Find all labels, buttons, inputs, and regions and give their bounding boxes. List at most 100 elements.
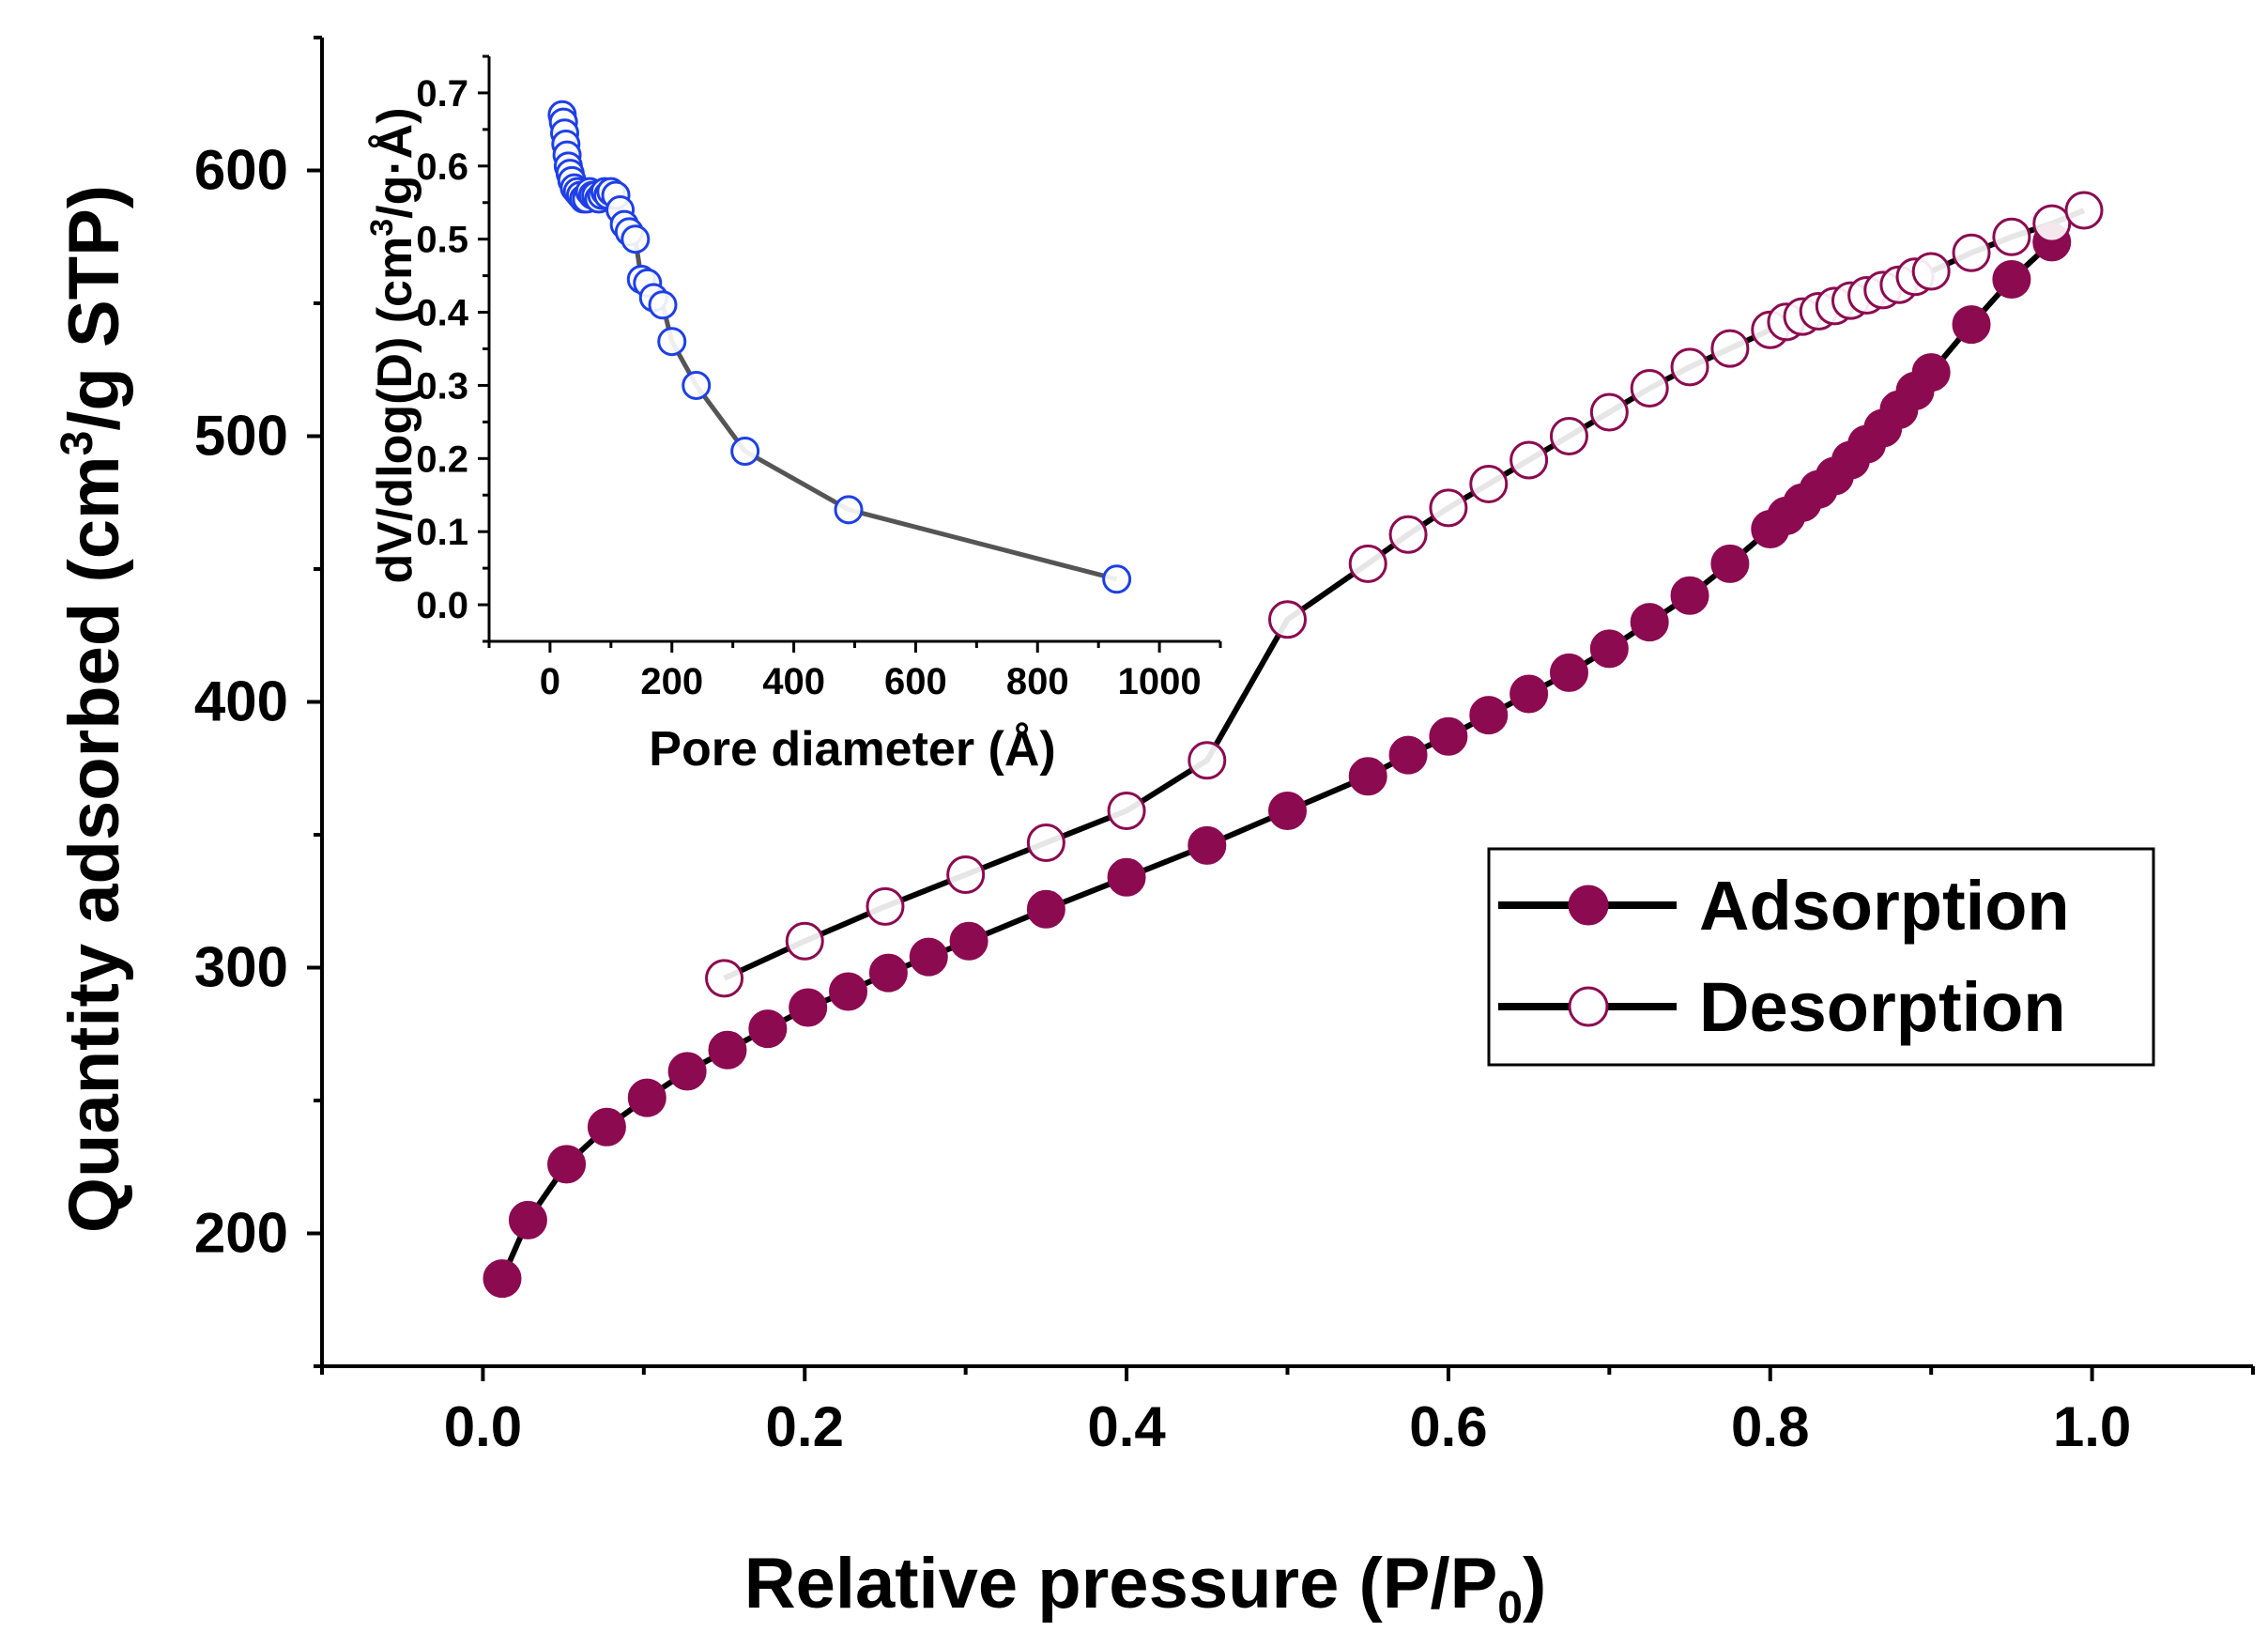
main-point-desorption: [946, 854, 986, 894]
main-point-adsorption: [627, 1078, 667, 1117]
main-y-ticks: 200 300 400 500 600: [194, 36, 322, 1368]
legend-label-adsorption: Adsorption: [1699, 867, 2070, 945]
main-point-desorption: [1992, 217, 2031, 256]
main-point-desorption: [2032, 204, 2072, 243]
inset-y-tick-label: 0.4: [416, 293, 468, 334]
inset-point-pore-size: [657, 327, 687, 357]
main-point-desorption: [1509, 440, 1549, 480]
main-point-adsorption: [1429, 716, 1468, 756]
main-x-tick-label: 0.8: [1731, 1395, 1809, 1458]
main-y-tick-label: 600: [194, 139, 288, 202]
main-point-adsorption: [829, 972, 868, 1011]
legend-marker-desorption: [1568, 986, 1609, 1027]
main-point-adsorption: [1549, 653, 1588, 692]
main-x-tick-label: 1.0: [2053, 1395, 2131, 1458]
legend-label-desorption: Desorption: [1699, 968, 2066, 1046]
main-point-adsorption: [1268, 792, 1307, 831]
main-point-desorption: [1710, 329, 1750, 368]
main-point-desorption: [866, 886, 905, 926]
main-x-ticks: 0.0 0.2 0.4 0.6 0.8 1.0: [320, 1366, 2255, 1458]
inset-x-tick-label: 600: [884, 661, 947, 702]
main-series-markers: [483, 191, 2104, 1299]
main-point-desorption: [1952, 233, 1991, 272]
inset-y-tick-label: 0.0: [416, 585, 468, 626]
main-point-desorption: [1107, 792, 1146, 831]
inset-y-tick-label: 0.7: [416, 73, 468, 115]
main-point-adsorption: [1188, 825, 1227, 865]
inset-y-axis-title: dV/dlog(D) (cm3/g·Å): [364, 107, 422, 583]
main-x-tick-label: 0.2: [766, 1395, 844, 1458]
main-point-adsorption: [483, 1259, 522, 1299]
inset-point-pore-size: [621, 224, 651, 254]
inset-point-pore-size: [834, 495, 864, 525]
main-point-desorption: [1670, 347, 1709, 387]
main-point-adsorption: [1107, 857, 1146, 897]
inset-plot: 0 200 400 600 800 1000 0.00.10.20.30.40.50.60…: [364, 54, 1222, 777]
main-point-adsorption: [1992, 260, 2031, 300]
inset-x-tick-label: 800: [1006, 661, 1069, 702]
inset-y-tick-label: 0.3: [416, 365, 468, 407]
inset-point-pore-size: [730, 437, 760, 467]
main-x-axis-title: Relative pressure (P/P0): [744, 1544, 1547, 1633]
main-point-desorption: [1549, 417, 1588, 455]
main-point-desorption: [1429, 488, 1468, 528]
main-x-tick-label: 0.6: [1409, 1395, 1487, 1458]
main-point-desorption: [2064, 191, 2104, 230]
main-point-desorption: [1911, 252, 1951, 291]
main-point-desorption: [1268, 600, 1307, 639]
inset-y-axis-title-main: dV/dlog(D) (cm: [368, 237, 422, 584]
main-point-adsorption: [1911, 353, 1951, 393]
inset-y-tick-label: 0.2: [416, 439, 468, 480]
inset-y-axis-title-sup: 3: [364, 219, 400, 237]
main-point-desorption: [785, 921, 824, 961]
main-point-desorption: [1589, 393, 1629, 432]
main-x-axis-title-end: ): [1523, 1544, 1546, 1624]
main-x-axis-title-main: Relative pressure (P/P: [744, 1544, 1498, 1624]
main-x-axis-title-sub: 0: [1497, 1583, 1523, 1633]
main-point-desorption: [1469, 464, 1509, 503]
inset-y-axis-title-end: /g·Å): [368, 107, 422, 218]
main-point-desorption: [1630, 369, 1669, 408]
main-y-axis-title-main: Quantity adsorbed (cm: [54, 455, 134, 1233]
main-x-tick-label: 0.0: [444, 1395, 522, 1458]
main-point-adsorption: [508, 1200, 547, 1239]
main-y-axis-title-sup: 3: [53, 431, 102, 456]
inset-x-tick-label: 0: [540, 661, 560, 702]
main-point-adsorption: [1952, 305, 1991, 345]
inset-y-tick-label: 0.6: [416, 146, 468, 188]
main-x-tick-label: 0.4: [1087, 1395, 1166, 1458]
main-point-desorption: [1026, 823, 1065, 862]
inset-point-pore-size: [1102, 564, 1132, 594]
inset-point-pore-size: [682, 370, 712, 400]
main-point-adsorption: [789, 988, 828, 1027]
main-point-adsorption: [1670, 576, 1709, 615]
inset-y-tick-label: 0.1: [416, 512, 468, 553]
inset-x-ticks: 0 200 400 600 800 1000: [487, 641, 1222, 702]
main-point-desorption: [1388, 515, 1428, 554]
inset-y-ticks: 0.0 0.1 0.2 0.3 0.4 0.5 0.6 0.7: [416, 54, 489, 643]
inset-x-tick-label: 1000: [1118, 661, 1202, 702]
main-y-tick-label: 200: [194, 1202, 288, 1265]
main-point-adsorption: [1388, 735, 1428, 775]
main-point-adsorption: [587, 1107, 626, 1147]
main-point-adsorption: [748, 1009, 788, 1049]
inset-series-markers: [547, 100, 1132, 594]
main-point-adsorption: [1026, 889, 1065, 929]
main-point-adsorption: [708, 1030, 747, 1070]
main-point-adsorption: [949, 921, 988, 961]
main-point-adsorption: [1589, 629, 1629, 669]
legend: Adsorption Desorption: [1487, 847, 2155, 1067]
inset-x-tick-label: 200: [640, 661, 703, 702]
main-y-tick-label: 400: [194, 670, 288, 733]
legend-marker-adsorption: [1568, 885, 1609, 926]
main-point-adsorption: [547, 1145, 587, 1184]
inset-x-axis-title: Pore diameter (Å): [649, 722, 1055, 777]
inset-y-tick-label: 0.5: [416, 220, 468, 261]
main-point-adsorption: [667, 1052, 707, 1091]
main-point-adsorption: [1469, 696, 1509, 735]
main-point-adsorption: [1710, 544, 1750, 583]
main-point-adsorption: [1348, 757, 1387, 796]
main-point-desorption: [1188, 741, 1227, 780]
